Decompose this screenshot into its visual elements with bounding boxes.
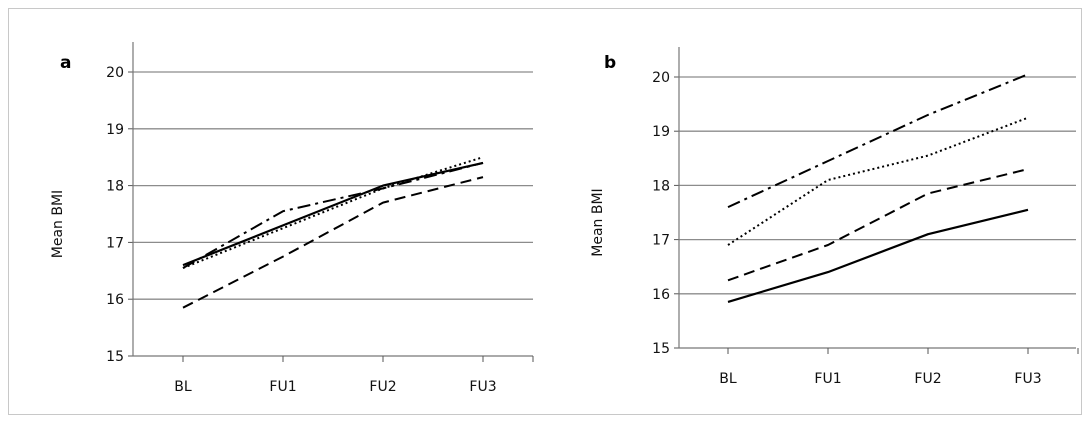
chart-panel-b: 15 16 17 18 19 20 BL FU1 FU2 FU3 b Mean BMI bbox=[590, 47, 1079, 387]
series-line-dotted bbox=[727, 116, 1029, 246]
y-axis-label: Mean BMI bbox=[50, 190, 66, 258]
series-line-solid bbox=[182, 161, 484, 267]
series-line-dashed bbox=[727, 168, 1029, 282]
y-tick-label: 20 bbox=[106, 65, 124, 81]
series-line-dotted bbox=[182, 156, 484, 269]
y-tick-label: 15 bbox=[106, 349, 124, 365]
series-line-dashdot bbox=[727, 73, 1029, 209]
x-tick-label: FU1 bbox=[814, 371, 841, 387]
figure-frame bbox=[8, 8, 1082, 415]
series-line-solid bbox=[727, 208, 1029, 303]
series-line-dashdot bbox=[182, 161, 484, 269]
x-tick-label: BL bbox=[174, 379, 192, 395]
panel-letter: b bbox=[604, 53, 616, 73]
x-tick-label: FU2 bbox=[914, 371, 941, 387]
x-tick-label: FU2 bbox=[369, 379, 396, 395]
chart-panel-a: 15 16 17 18 19 20 BL FU1 FU2 FU3 a Mean BMI bbox=[50, 42, 534, 395]
y-tick-label: 19 bbox=[106, 122, 124, 138]
x-tick-label: FU1 bbox=[269, 379, 296, 395]
y-tick-label: 20 bbox=[652, 70, 670, 86]
y-tick-label: 18 bbox=[106, 179, 124, 195]
y-tick-label: 15 bbox=[652, 341, 670, 357]
panel-letter: a bbox=[60, 53, 71, 73]
y-tick-label: 18 bbox=[652, 178, 670, 194]
y-tick-label: 19 bbox=[652, 124, 670, 140]
y-tick-label: 17 bbox=[652, 233, 670, 249]
series-line-dashed bbox=[182, 176, 484, 309]
y-tick-label: 16 bbox=[652, 287, 670, 303]
y-axis-label: Mean BMI bbox=[590, 188, 606, 256]
x-tick-label: FU3 bbox=[469, 379, 496, 395]
x-tick-label: BL bbox=[719, 371, 737, 387]
y-tick-label: 16 bbox=[106, 292, 124, 308]
x-tick-label: FU3 bbox=[1014, 371, 1041, 387]
y-tick-label: 17 bbox=[106, 235, 124, 251]
